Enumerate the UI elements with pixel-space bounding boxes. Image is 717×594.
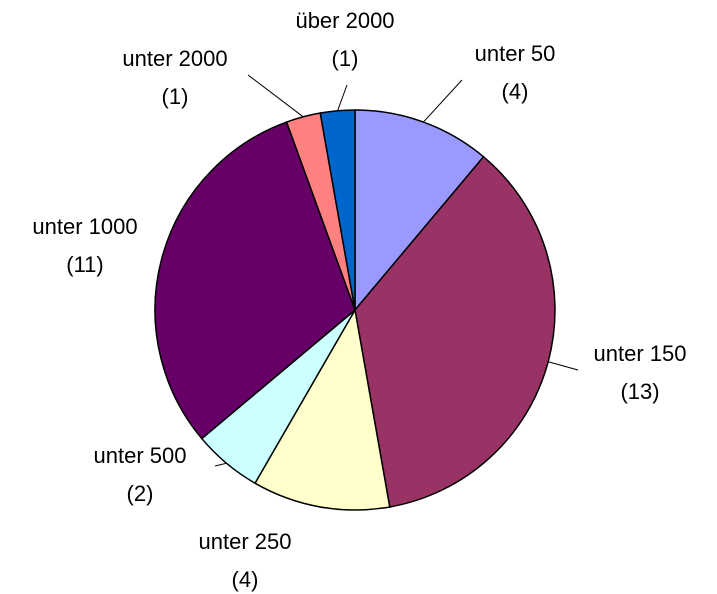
slice-label: unter 1000 [32, 214, 137, 239]
leader-line [247, 74, 304, 118]
value-label: (4) [232, 567, 259, 592]
slice-label: unter 150 [594, 341, 687, 366]
pie-slice [154, 121, 356, 440]
value-label: (2) [127, 481, 154, 506]
leader-line [214, 462, 227, 467]
leader-line [337, 84, 348, 111]
value-label: (11) [66, 252, 104, 277]
value-label: (1) [332, 46, 359, 71]
slice-label: über 2000 [295, 8, 394, 33]
leader-line [423, 79, 463, 123]
pie-slice [354, 155, 556, 508]
slice-label: unter 2000 [122, 46, 227, 71]
slice-label: unter 500 [94, 443, 187, 468]
value-label: (4) [502, 79, 529, 104]
slice-label: unter 50 [475, 41, 556, 66]
value-label: (13) [620, 379, 659, 404]
leader-line [548, 361, 579, 371]
value-label: (1) [162, 84, 189, 109]
slice-label: unter 250 [199, 529, 292, 554]
